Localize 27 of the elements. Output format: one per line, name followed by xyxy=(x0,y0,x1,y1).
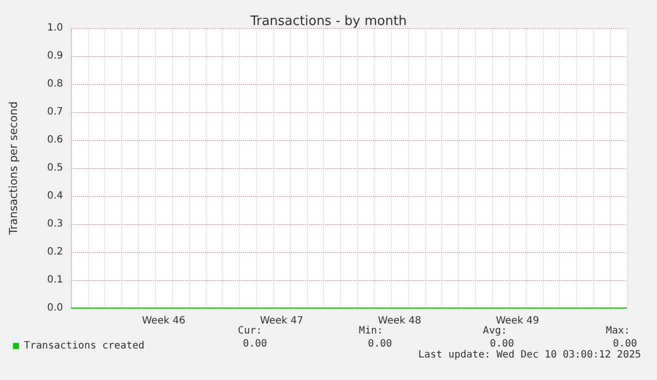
y-tick-label: 0.5 xyxy=(47,162,63,174)
text: 0.00 xyxy=(490,338,514,350)
text: 0.00 xyxy=(368,338,392,350)
text: Cur: xyxy=(238,326,262,336)
text: 0.00 xyxy=(612,338,638,350)
text: Max: xyxy=(606,326,630,336)
y-tick-label: 1.0 xyxy=(47,22,63,34)
legend-label: Transactions created xyxy=(24,340,144,352)
y-tick-label: 0.6 xyxy=(47,134,63,146)
y-tick-label: 0.7 xyxy=(47,106,63,118)
y-axis-title: Transactions per second xyxy=(7,101,20,236)
y-tick-label: 0.2 xyxy=(47,246,63,258)
y-tick-label: 0.9 xyxy=(47,50,63,62)
x-tick-label: Week 47 xyxy=(260,316,304,326)
text: Min: xyxy=(358,326,384,336)
x-tick-label: Week 49 xyxy=(496,316,540,326)
text: Avg: xyxy=(482,326,508,336)
x-tick-label: Week 46 xyxy=(142,316,186,326)
y-tick-label: 0.3 xyxy=(47,218,63,230)
y-tick-label: 0.8 xyxy=(47,78,63,90)
text: Last update: Wed Dec 10 03:00:12 2025 xyxy=(418,350,642,360)
chart-title: Transactions - by month xyxy=(249,14,407,29)
y-tick-label: 0.1 xyxy=(47,274,63,286)
text: 0.00 xyxy=(242,338,268,350)
y-tick-label: 0.4 xyxy=(47,190,63,202)
y-tick-label: 0.0 xyxy=(47,302,63,314)
x-tick-label: Week 48 xyxy=(378,316,422,326)
